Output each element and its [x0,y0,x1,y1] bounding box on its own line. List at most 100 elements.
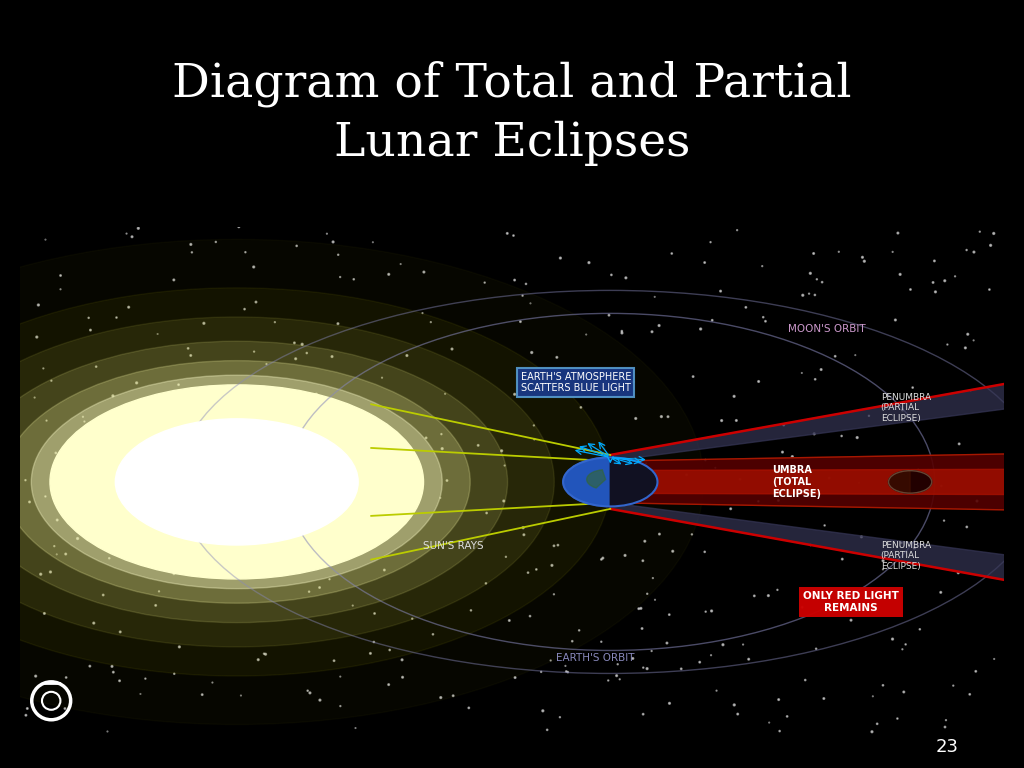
Point [982,239,998,251]
Point [904,382,921,394]
Wedge shape [889,471,910,493]
Point [678,468,694,481]
Text: UMBRA
(TOTAL
ECLIPSE): UMBRA (TOTAL ECLIPSE) [772,465,821,498]
Point [635,554,651,567]
Point [318,227,335,240]
Point [362,433,379,445]
Point [631,603,647,615]
Point [808,643,824,655]
Point [463,604,479,617]
Point [609,658,626,670]
Point [761,717,777,729]
Point [728,414,744,426]
Point [803,539,819,551]
Point [522,610,539,622]
Point [963,384,979,396]
Point [433,428,450,440]
Point [947,270,964,283]
Point [130,498,146,511]
Point [322,573,338,585]
Point [601,309,617,321]
Point [266,408,283,420]
Point [928,286,944,298]
Point [809,273,825,286]
Point [572,401,589,413]
Point [109,538,125,551]
Point [714,415,730,427]
Point [905,465,922,478]
Point [366,636,382,648]
Point [124,230,140,243]
Point [647,594,664,606]
Point [662,697,678,710]
Point [22,496,38,508]
Point [381,268,397,280]
Point [507,274,523,286]
Circle shape [0,317,554,647]
Point [851,477,867,489]
Point [933,586,949,598]
Point [518,278,535,290]
Point [889,713,905,725]
Point [617,272,634,284]
Point [394,671,411,684]
Point [256,647,272,660]
Point [104,389,121,402]
Point [937,275,953,287]
Point [57,548,74,560]
Point [625,652,641,664]
Point [628,412,644,425]
Text: ONLY RED LIGHT
REMAINS: ONLY RED LIGHT REMAINS [803,591,899,613]
Point [186,526,203,538]
Point [43,375,59,387]
Point [794,601,810,614]
Point [806,428,822,440]
Point [625,376,641,388]
Point [155,449,171,462]
Point [496,495,512,507]
Point [552,711,568,723]
Point [252,543,268,555]
Point [603,269,620,281]
Point [311,694,328,707]
Point [326,654,342,667]
Point [279,399,295,412]
Point [794,367,810,379]
Circle shape [0,288,610,676]
Point [874,554,891,567]
Point [775,419,792,431]
Point [754,260,770,273]
Point [691,656,708,668]
Point [735,638,752,650]
Point [347,722,364,734]
Point [637,535,653,548]
Point [75,411,91,423]
Point [902,283,919,296]
Point [205,557,221,569]
Point [36,607,52,620]
Point [166,568,182,580]
Point [922,479,938,492]
Point [723,502,739,515]
Point [906,542,923,554]
Point [37,233,53,246]
Point [645,572,662,584]
Point [362,647,379,660]
Point [501,614,517,627]
Point [634,622,650,634]
Point [432,492,449,504]
Point [939,339,955,351]
Point [525,419,542,432]
Point [893,537,909,549]
Point [864,726,881,738]
Point [30,299,46,311]
Point [546,588,562,601]
Point [70,532,86,545]
Point [95,589,112,601]
Point [658,637,675,649]
Point [986,653,1002,665]
Point [101,552,118,564]
Point [807,289,823,301]
Point [770,694,786,706]
Point [664,247,680,260]
